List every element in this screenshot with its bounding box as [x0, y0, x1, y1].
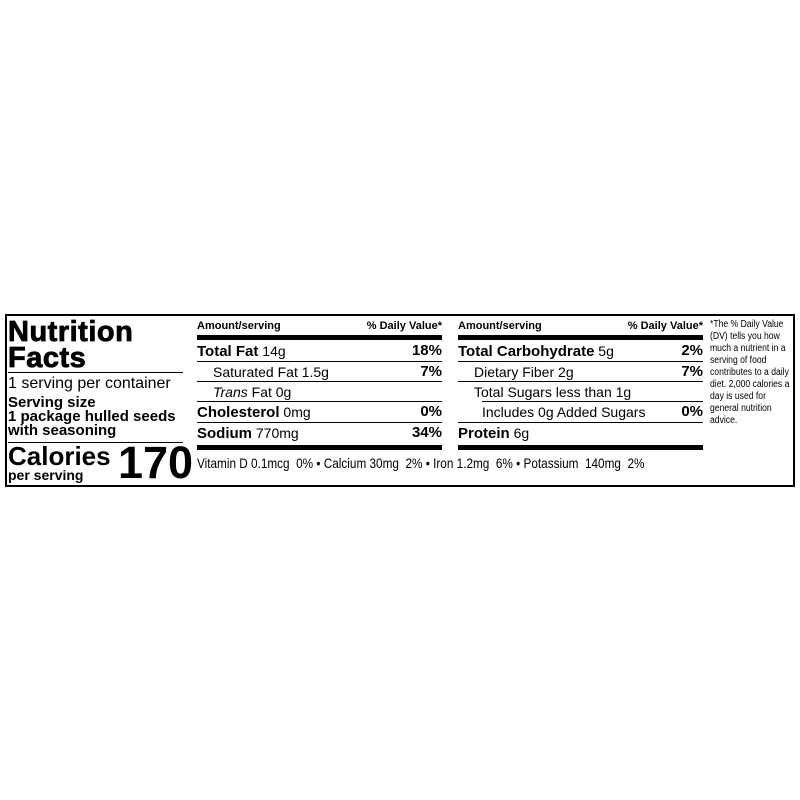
nutrient-amount: 2g — [558, 364, 574, 380]
nutrient-amount: 1.5g — [301, 364, 329, 380]
nutrient-dv: 0% — [420, 403, 442, 420]
thick-divider — [458, 445, 703, 450]
dv-header: % Daily Value* — [627, 320, 703, 332]
title-nutrition: Nutrition — [8, 316, 134, 348]
nutrient-name: Total Fat — [197, 343, 259, 360]
calories-label: Calories — [8, 441, 111, 471]
serving-size-label: Serving size — [8, 394, 96, 411]
title-facts: Facts — [8, 342, 87, 374]
amount-header: Amount/serving — [197, 320, 281, 332]
dv-header: % Daily Value* — [366, 320, 442, 332]
nutrient-name: Protein — [458, 425, 510, 442]
daily-value-footnote: *The % Daily Value (DV) tells you how mu… — [710, 319, 790, 426]
nutrient-dv: 18% — [411, 342, 442, 359]
divider — [458, 361, 703, 362]
nutrient-dv: 7% — [420, 363, 442, 380]
serving-size-value-2: with seasoning — [8, 422, 117, 439]
nutrient-row: Protein 6g — [458, 423, 703, 443]
amount-header: Amount/serving — [458, 320, 542, 332]
nutrient-name: Dietary Fiber — [474, 364, 555, 380]
thick-divider — [197, 445, 442, 450]
nutrient-row: Total Carbohydrate 5g 2% — [458, 341, 703, 361]
divider — [482, 401, 703, 402]
nutrient-dv: 0% — [681, 403, 703, 420]
nutrient-name: Total Sugars — [474, 384, 552, 400]
nutrient-name: Total Carbohydrate — [458, 343, 595, 360]
serving-size-value-1: 1 package hulled seeds — [8, 408, 176, 425]
divider — [197, 422, 442, 423]
divider — [8, 442, 183, 443]
nutrient-amount: 14g — [262, 343, 286, 359]
nutrient-row: Saturated Fat 1.5g 7% — [197, 362, 442, 382]
divider — [458, 381, 703, 382]
divider — [197, 401, 442, 402]
nutrient-dv: 34% — [411, 424, 442, 441]
divider — [197, 361, 442, 362]
nutrient-amount: 770mg — [255, 425, 299, 441]
nutrient-row: Total Sugars less than 1g — [458, 382, 703, 402]
divider — [458, 422, 703, 423]
per-serving-label: per serving — [8, 467, 84, 483]
nutrient-amount: 0mg — [283, 404, 311, 420]
divider — [197, 381, 442, 382]
nutrient-row: Dietary Fiber 2g 7% — [458, 362, 703, 382]
nutrient-dv: 2% — [681, 342, 703, 359]
nutrient-name: Includes 0g Added Sugars — [482, 404, 646, 420]
nutrient-dv: 7% — [681, 363, 703, 380]
nutrient-name: Saturated Fat — [213, 364, 298, 380]
calories-value: 170 — [118, 437, 194, 488]
nutrient-amount: Fat 0g — [251, 384, 292, 400]
nutrition-facts-label — [5, 314, 795, 487]
nutrient-row: Includes 0g Added Sugars 0% — [458, 402, 703, 422]
nutrient-row: Cholesterol 0mg 0% — [197, 402, 442, 422]
vitamins-minerals: Vitamin D 0.1mcg 0% • Calcium 30mg 2% • … — [197, 455, 645, 471]
nutrient-name: Cholesterol — [197, 404, 280, 421]
nutrient-row: Sodium 770mg 34% — [197, 423, 442, 443]
nutrient-row: Total Fat 14g 18% — [197, 341, 442, 361]
nutrient-amount: 5g — [598, 343, 614, 359]
nutrient-amount: 6g — [513, 425, 530, 441]
servings-per-container: 1 serving per container — [8, 375, 171, 392]
nutrient-row: Trans Fat 0g — [197, 382, 442, 402]
divider — [8, 372, 183, 373]
nutrient-amount: less than 1g — [555, 384, 632, 400]
nutrient-name: Sodium — [197, 425, 252, 442]
thick-divider — [458, 335, 703, 340]
thick-divider — [197, 335, 442, 340]
nutrient-name: Trans — [213, 384, 248, 400]
